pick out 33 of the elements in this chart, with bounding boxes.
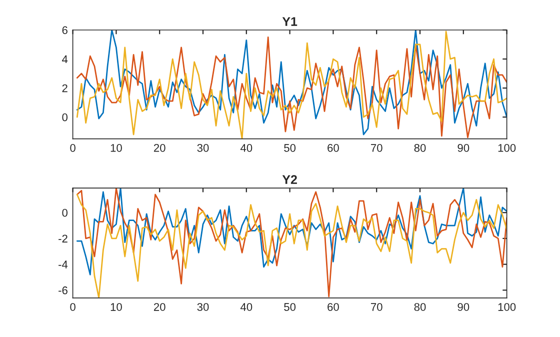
x-tick-label: 40	[240, 303, 252, 311]
x-tick-label: 50	[284, 303, 296, 311]
x-tick-label: 90	[458, 144, 470, 152]
y-tick-label: -6	[58, 286, 68, 294]
chart-title: Y2	[282, 175, 297, 184]
y-tick-label: 0	[62, 208, 68, 217]
y-tick-label: 0	[62, 113, 68, 122]
x-tick-label: 20	[154, 303, 166, 311]
x-tick-label: 70	[370, 303, 382, 311]
y-tick-label: 2	[62, 84, 68, 92]
x-tick-label: 30	[197, 303, 209, 311]
x-tick-label: 80	[414, 303, 426, 311]
x-tick-label: 0	[70, 303, 76, 311]
y-tick-label: 6	[62, 26, 68, 34]
x-tick-label: 80	[414, 144, 426, 152]
x-tick-label: 100	[498, 303, 516, 311]
y-tick-label: -2	[58, 234, 68, 242]
y-tick-label: -4	[58, 260, 68, 268]
x-tick-label: 10	[110, 303, 122, 311]
x-tick-label: 90	[458, 303, 470, 311]
y-tick-label: 4	[62, 55, 68, 64]
x-tick-label: 100	[498, 144, 516, 152]
x-tick-label: 70	[370, 144, 382, 152]
x-tick-label: 50	[284, 144, 296, 152]
x-tick-label: 20	[154, 144, 166, 152]
x-tick-label: 10	[110, 144, 122, 152]
chart-title: Y1	[282, 17, 298, 26]
x-tick-label: 60	[328, 303, 339, 311]
x-tick-label: 0	[70, 144, 76, 152]
x-tick-label: 30	[197, 144, 209, 152]
line-series	[76, 188, 507, 276]
x-tick-label: 40	[240, 144, 252, 152]
x-tick-label: 60	[328, 144, 339, 152]
